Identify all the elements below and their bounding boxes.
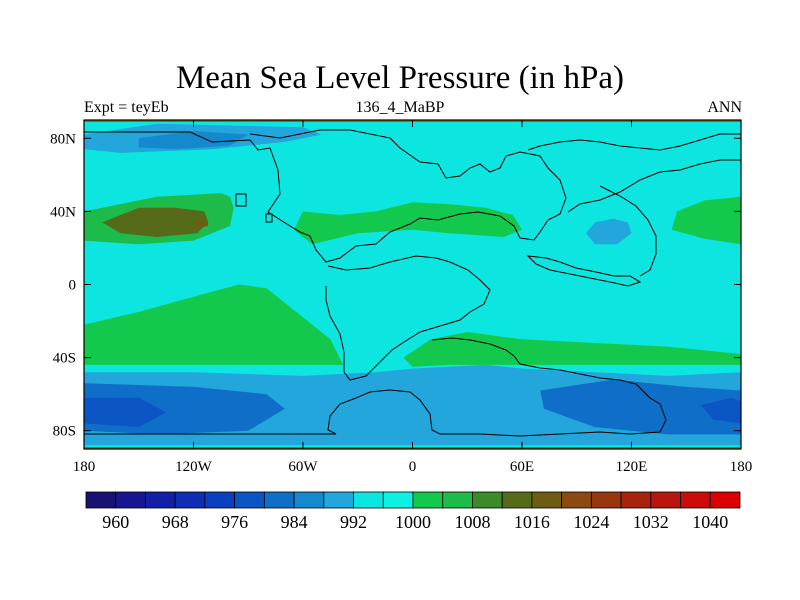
coastline-north-small [235, 193, 273, 223]
colorbar-label: 984 [281, 512, 308, 532]
colorbar-box [234, 491, 265, 509]
region-high-south-atlantic-indian [403, 332, 741, 367]
coastline-africa-south-america [325, 255, 491, 381]
region-high-south-pacific [84, 284, 344, 365]
colorbar-label: 960 [102, 512, 129, 532]
y-axis: 80N 40N 0 40S 80S [50, 131, 741, 440]
experiment-label: Expt = teyEb [84, 99, 169, 116]
chart-title: Mean Sea Level Pressure (in hPa) [175, 60, 625, 96]
colorbar-label: 968 [162, 512, 189, 532]
region-high-north-pacific-core [102, 207, 209, 237]
colorbar-box [442, 491, 473, 509]
coastline-gondwana-south [84, 337, 667, 437]
colorbar-box [115, 491, 146, 509]
x-tick-label: 60W [288, 459, 318, 475]
x-tick-label: 60E [510, 459, 534, 475]
colorbar-box [353, 491, 384, 509]
coastline-asia-interior [599, 185, 657, 277]
x-tick-label: 180 [730, 459, 753, 475]
colorbar-box [709, 491, 741, 509]
colorbar-box [293, 491, 325, 509]
y-tick-label: 80N [50, 131, 76, 147]
y-tick-label: 0 [69, 278, 77, 294]
coastlines [84, 129, 741, 437]
x-tick-label: 180 [73, 459, 96, 475]
y-tick-label: 40S [53, 351, 76, 367]
colorbar-label: 1024 [573, 512, 609, 532]
region-low-asia-inland [585, 218, 632, 245]
coastline-north-america [84, 129, 567, 263]
colorbar-box [263, 491, 295, 509]
colorbar-box [680, 491, 711, 509]
colorbar-box [174, 491, 206, 509]
region-high-east-pacific [671, 196, 741, 245]
colorbar-label: 1040 [692, 512, 728, 532]
colorbar-label: 976 [221, 512, 248, 532]
region-low-southern-deep-east [700, 397, 741, 424]
colorbar: 960 968 976 984 992 1000 1008 1016 1024 1032 1040 [85, 491, 741, 532]
colorbar-label: 1000 [395, 512, 431, 532]
region-low-southern-deep [84, 397, 167, 428]
x-axis: 180 120W 60W 0 60E 120E 180 [73, 120, 753, 475]
colorbar-label: 1016 [514, 512, 550, 532]
region-high-tethys [293, 202, 522, 245]
colorbar-box [501, 491, 533, 509]
case-label: 136_4_MaBP [355, 99, 445, 116]
x-tick-label: 120E [616, 459, 648, 475]
y-tick-label: 80S [53, 424, 76, 440]
colorbar-box [145, 491, 176, 509]
colorbar-box [590, 491, 622, 509]
colorbar-box [561, 491, 592, 509]
colorbar-box [412, 491, 444, 509]
colorbar-box [620, 491, 652, 509]
region-high-north-pacific-max [193, 220, 209, 228]
colorbar-label: 992 [340, 512, 367, 532]
colorbar-box [85, 491, 117, 509]
region-low-southern-core-east [540, 379, 741, 435]
colorbar-box [323, 491, 354, 509]
pressure-regions [84, 120, 741, 449]
season-label: ANN [707, 99, 742, 116]
colorbar-box [472, 491, 503, 509]
colorbar-box [531, 491, 563, 509]
colorbar-box [382, 491, 414, 509]
coastline-tethys-islands [526, 255, 642, 287]
colorbar-label: 1032 [633, 512, 669, 532]
x-tick-label: 120W [175, 459, 213, 475]
x-tick-label: 0 [409, 459, 417, 475]
region-low-north-pole-core [138, 131, 249, 150]
colorbar-box [204, 491, 236, 509]
colorbar-label: 1008 [455, 512, 491, 532]
y-tick-label: 40N [50, 204, 76, 220]
coastline-asia-east [527, 133, 741, 213]
colorbar-box [650, 491, 681, 509]
